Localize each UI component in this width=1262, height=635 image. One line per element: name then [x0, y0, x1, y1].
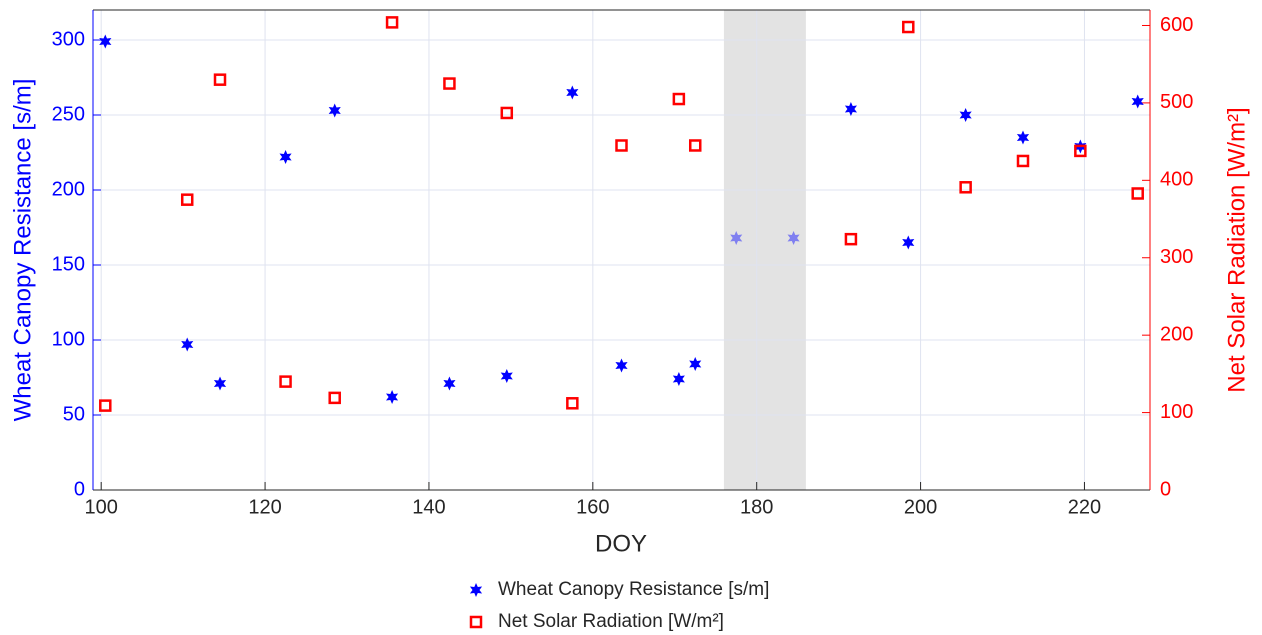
- data-point: [279, 150, 292, 164]
- data-point: [443, 77, 456, 90]
- y-tick-label: 0: [74, 478, 85, 500]
- data-point: [902, 235, 915, 250]
- data-point: [213, 376, 227, 391]
- legend-marker: [469, 615, 483, 629]
- x-tick-label: 140: [412, 496, 445, 518]
- y2-axis-label: Net Solar Radiation [W/m²]: [1223, 107, 1250, 392]
- y2-tick-label: 0: [1160, 478, 1171, 500]
- y-tick-label: 150: [52, 253, 85, 275]
- data-point: [1131, 94, 1144, 109]
- data-point: [328, 103, 341, 118]
- data-point: [844, 102, 857, 116]
- data-point: [689, 357, 702, 371]
- y-tick-label: 50: [63, 403, 85, 425]
- y-axis-label: Wheat Canopy Resistance [s/m]: [9, 79, 36, 422]
- y-tick-label: 100: [52, 328, 85, 350]
- y-tick-label: 250: [52, 103, 85, 125]
- data-point: [959, 108, 972, 122]
- data-point: [385, 16, 399, 29]
- data-point: [279, 375, 292, 388]
- data-point: [1131, 187, 1144, 200]
- x-tick-label: 120: [248, 496, 281, 518]
- data-point: [787, 231, 800, 245]
- legend-label: Wheat Canopy Resistance [s/m]: [498, 579, 769, 600]
- data-point: [844, 232, 858, 246]
- legend-marker: [469, 583, 483, 597]
- data-point: [181, 337, 194, 352]
- y2-tick-label: 300: [1160, 246, 1193, 268]
- y2-tick-label: 200: [1160, 323, 1193, 345]
- data-point: [672, 92, 686, 106]
- data-point: [1016, 154, 1030, 168]
- data-point: [672, 372, 685, 386]
- data-point: [500, 106, 514, 120]
- data-point: [1074, 144, 1087, 158]
- shaded-region: [723, 10, 806, 490]
- data-point: [959, 181, 972, 194]
- data-point: [902, 20, 915, 34]
- y-tick-label: 200: [52, 178, 85, 200]
- data-point: [213, 73, 227, 86]
- data-point: [615, 358, 628, 373]
- data-point: [99, 34, 112, 49]
- data-point: [328, 391, 341, 405]
- data-point: [566, 85, 579, 100]
- data-point: [180, 193, 194, 206]
- y2-tick-label: 600: [1160, 14, 1193, 36]
- y-tick-label: 300: [52, 28, 85, 50]
- data-point: [1016, 130, 1030, 145]
- x-tick-label: 220: [1068, 496, 1101, 518]
- x-tick-label: 200: [904, 496, 937, 518]
- data-point: [730, 231, 743, 245]
- data-point: [386, 390, 399, 404]
- data-point: [443, 376, 456, 391]
- x-axis-label: DOY: [595, 530, 647, 557]
- y2-tick-label: 500: [1160, 91, 1193, 113]
- legend-label: Net Solar Radiation [W/m²]: [498, 611, 724, 632]
- x-tick-label: 180: [740, 496, 773, 518]
- data-point: [566, 397, 579, 410]
- x-tick-label: 160: [576, 496, 609, 518]
- data-point: [615, 139, 628, 152]
- data-point: [99, 399, 112, 412]
- y2-tick-label: 100: [1160, 401, 1193, 423]
- x-tick-label: 100: [85, 496, 118, 518]
- data-point: [500, 369, 513, 383]
- y2-tick-label: 400: [1160, 169, 1193, 191]
- data-point: [688, 139, 702, 152]
